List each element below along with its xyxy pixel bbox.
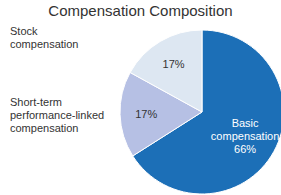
slice-name-line: Short-term [10, 96, 62, 108]
slice-name: Short-termperformance-linkedcompensation [10, 96, 104, 134]
data-label: 17% [163, 58, 185, 70]
pie-slice [130, 30, 202, 112]
data-label: 17% [135, 108, 157, 120]
slice-name-line: compensation [10, 38, 79, 50]
slice-name-line: compensation [211, 130, 280, 142]
slice-name-line: Stock [10, 25, 38, 37]
data-label: 66% [234, 143, 256, 155]
slice-name-line: performance-linked [10, 109, 104, 121]
pie [120, 30, 281, 194]
slice-name-line: compensation [10, 122, 79, 134]
slice-name: Stockcompensation [10, 25, 79, 50]
labels: Basiccompensation66%Short-termperformanc… [10, 25, 279, 154]
title: Compensation Composition [48, 2, 232, 19]
slice-name: Basiccompensation [211, 117, 280, 142]
chart: Compensation CompositionBasiccompensatio… [0, 0, 281, 195]
slice-name-line: Basic [232, 117, 259, 129]
